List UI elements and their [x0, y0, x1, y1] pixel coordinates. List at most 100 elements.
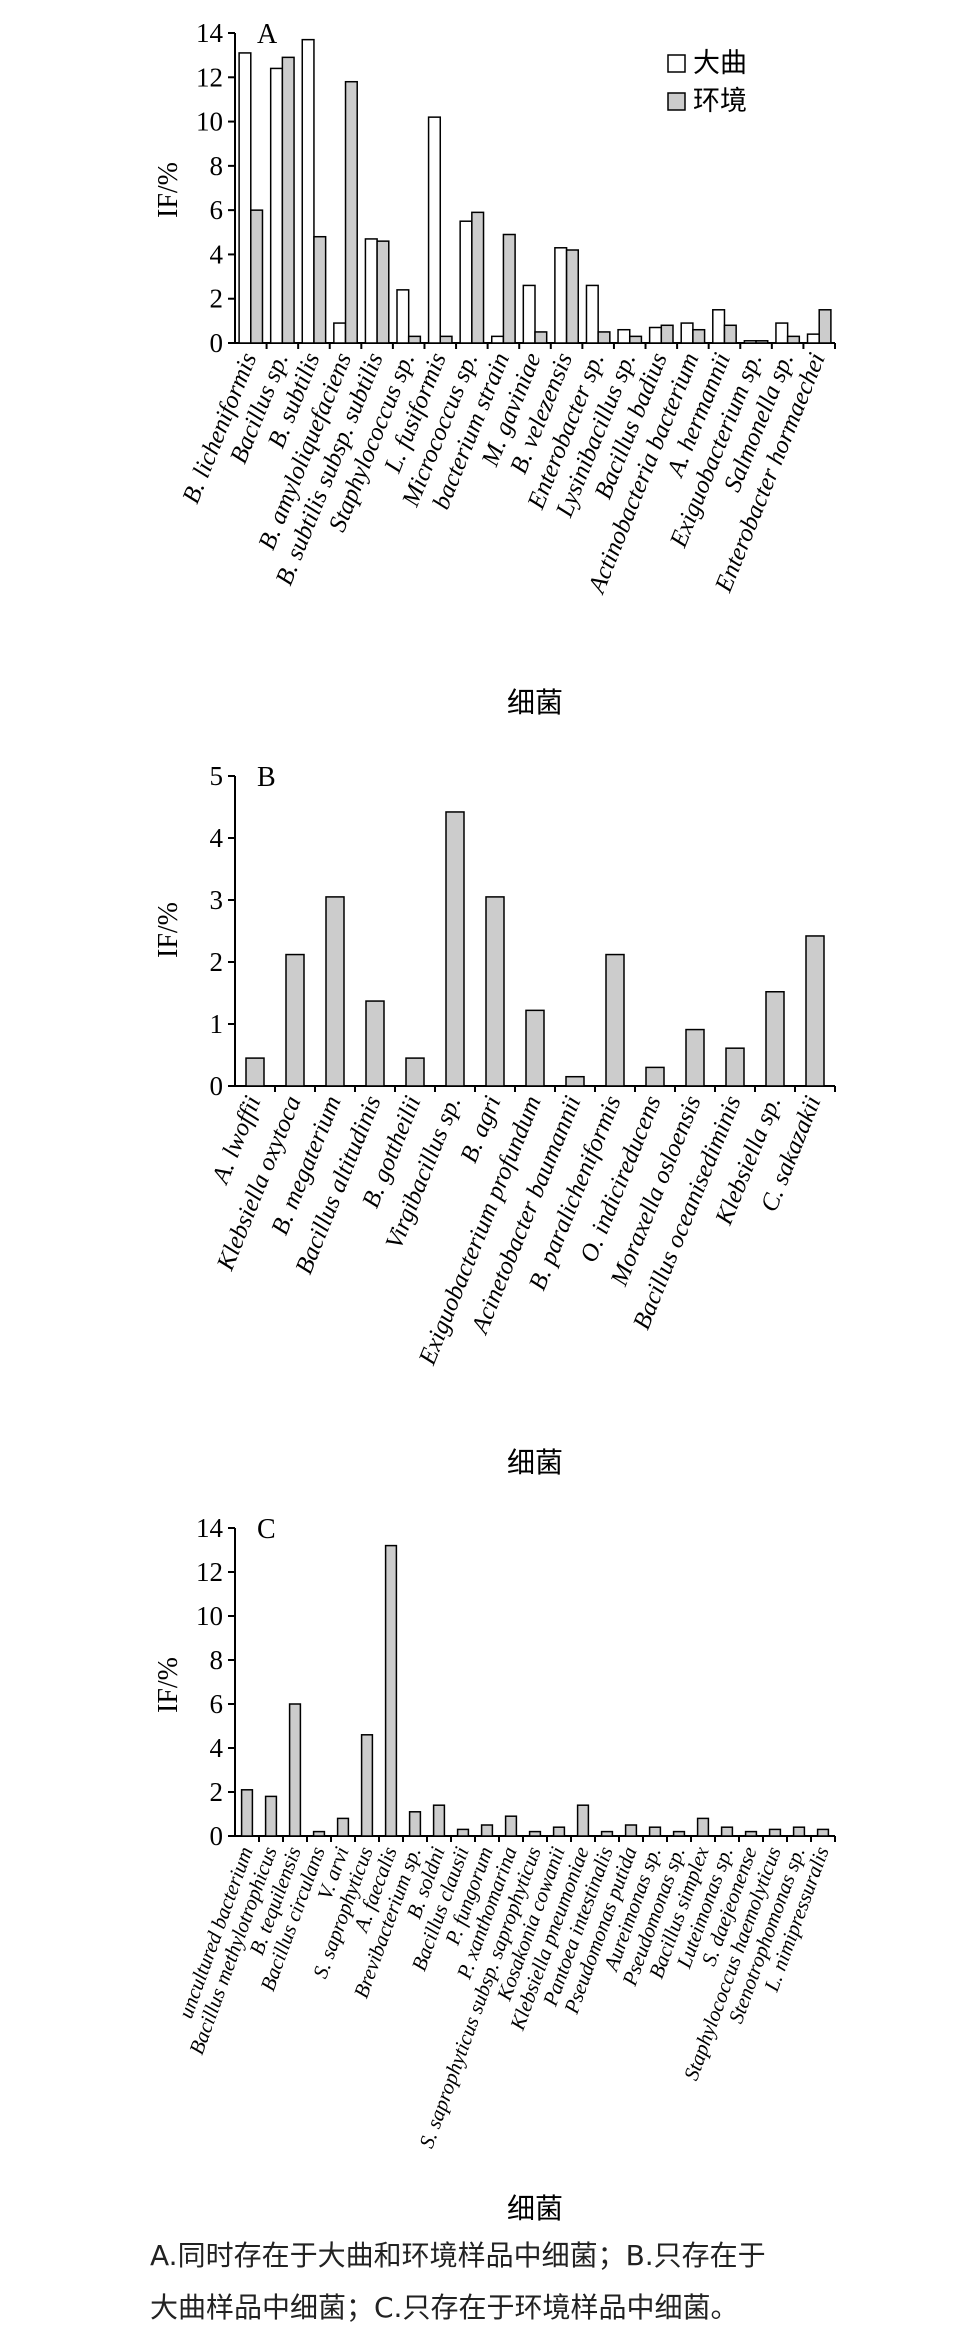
- bar-value: [552, 1826, 566, 1837]
- bar-value: [325, 896, 345, 1087]
- y-tick-label: 5: [210, 761, 224, 791]
- figure-caption: A.同时存在于大曲和环境样品中细菌；B.只存在于 大曲样品中细菌；C.只存在于环…: [150, 2230, 910, 2334]
- bar-env: [818, 309, 832, 344]
- legend-label: 环境: [693, 86, 747, 117]
- y-tick-label: 10: [196, 107, 223, 137]
- bar-value: [528, 1830, 542, 1837]
- bar-daqu: [806, 333, 820, 344]
- bar-daqu: [680, 322, 694, 344]
- bar-env: [281, 56, 295, 344]
- y-axis-label: IF/%: [153, 162, 184, 218]
- bar-value: [565, 1075, 585, 1087]
- bar-env: [313, 235, 327, 344]
- caption-line-1: A.同时存在于大曲和环境样品中细菌；B.只存在于: [150, 2239, 766, 2272]
- y-tick-label: 12: [196, 1557, 223, 1587]
- bar-env: [439, 335, 453, 344]
- y-tick-label: 12: [196, 62, 223, 92]
- y-tick-label: 0: [210, 1821, 224, 1851]
- bar-daqu: [364, 238, 378, 344]
- bar-env: [471, 211, 485, 344]
- bar-env: [565, 249, 580, 344]
- y-axis-label: IF/%: [153, 902, 184, 958]
- bar-value: [456, 1828, 470, 1837]
- panel-label: C: [257, 1514, 276, 1545]
- bar-value: [525, 1009, 545, 1087]
- bar-value: [765, 991, 785, 1087]
- bar-value: [768, 1828, 782, 1837]
- bar-daqu: [301, 38, 315, 344]
- bar-daqu: [269, 67, 284, 344]
- bar-value: [405, 1057, 425, 1087]
- y-tick-label: 6: [210, 195, 224, 225]
- bar-value: [576, 1804, 590, 1837]
- y-tick-label: 14: [196, 1513, 224, 1543]
- bar-value: [240, 1789, 254, 1837]
- bar-env: [534, 331, 548, 344]
- y-tick-label: 0: [210, 1071, 224, 1101]
- y-tick-label: 0: [210, 328, 224, 358]
- bar-env: [597, 331, 611, 344]
- bar-daqu: [712, 309, 726, 344]
- y-tick-label: 2: [210, 1777, 224, 1807]
- bar-value: [816, 1828, 830, 1837]
- bar-value: [245, 1057, 265, 1087]
- bar-daqu: [554, 247, 568, 344]
- bar-value: [445, 811, 465, 1087]
- bar-value: [384, 1544, 398, 1837]
- y-tick-label: 4: [210, 239, 224, 269]
- bar-value: [605, 953, 625, 1087]
- x-axis-label: 细菌: [507, 2192, 563, 2225]
- bar-env: [376, 240, 390, 344]
- bar-value: [365, 1000, 385, 1087]
- y-tick-label: 2: [210, 947, 224, 977]
- bar-value: [600, 1830, 614, 1837]
- bar-value: [624, 1824, 638, 1837]
- bar-daqu: [333, 322, 347, 344]
- panel-label: B: [257, 762, 276, 793]
- y-tick-label: 4: [210, 1733, 224, 1763]
- bar-value: [648, 1826, 662, 1837]
- bar-daqu: [238, 52, 252, 344]
- bar-env: [407, 335, 422, 344]
- y-tick-label: 2: [210, 284, 224, 314]
- bar-value: [672, 1830, 686, 1837]
- bar-daqu: [427, 116, 442, 344]
- bar-value: [408, 1811, 422, 1837]
- bar-value: [744, 1830, 758, 1837]
- bar-daqu: [522, 284, 536, 344]
- bar-value: [360, 1734, 374, 1837]
- bar-value: [805, 935, 825, 1087]
- bar-env: [755, 340, 769, 344]
- y-tick-label: 8: [210, 1645, 224, 1675]
- bar-env: [786, 335, 801, 344]
- bar-value: [504, 1815, 518, 1837]
- legend-swatch: [667, 92, 686, 111]
- bar-env: [628, 335, 643, 344]
- bar-env: [502, 233, 516, 344]
- bar-env: [344, 80, 358, 344]
- bar-env: [723, 324, 737, 344]
- bar-value: [685, 1028, 705, 1087]
- bar-daqu: [617, 328, 631, 344]
- bar-env: [660, 324, 674, 344]
- y-tick-label: 8: [210, 151, 224, 181]
- bar-value: [696, 1817, 710, 1837]
- bar-daqu: [490, 335, 505, 344]
- bar-value: [725, 1047, 745, 1087]
- x-axis-label: 细菌: [507, 686, 563, 719]
- y-tick-label: 10: [196, 1601, 223, 1631]
- bar-daqu: [775, 322, 789, 344]
- bar-value: [264, 1795, 278, 1837]
- legend-label: 大曲: [693, 48, 747, 79]
- bar-env: [250, 209, 264, 344]
- bar-value: [288, 1703, 302, 1837]
- bar-value: [312, 1830, 326, 1837]
- bar-daqu: [396, 289, 410, 344]
- bar-env: [692, 328, 706, 344]
- bar-value: [792, 1826, 806, 1837]
